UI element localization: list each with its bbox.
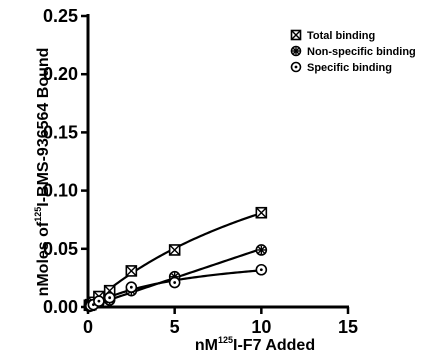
data-point	[168, 244, 181, 256]
data-point	[255, 244, 268, 256]
marker-dot	[97, 299, 101, 303]
marker-cross	[291, 30, 301, 40]
marker-dot	[173, 281, 177, 284]
data-point	[125, 265, 138, 277]
legend-marker	[290, 45, 302, 57]
data-point	[93, 295, 105, 307]
marker-dot	[108, 296, 112, 300]
y-tick-label: 0.10	[43, 181, 78, 201]
y-tick-label: 0.15	[43, 122, 78, 142]
marker-dot	[129, 285, 133, 289]
x-axis-title-suffix: I-F7 Added	[233, 337, 315, 354]
data-point	[255, 206, 268, 219]
marker-spoke	[292, 47, 300, 55]
x-axis-title: nM125I-F7 Added	[195, 335, 315, 354]
marker-cross	[125, 265, 137, 277]
legend-marker	[290, 29, 302, 41]
y-axis-title: nMoles of125I-BMS-936564 Bound	[33, 48, 52, 297]
x-axis-title-prefix: nM	[195, 337, 218, 354]
y-tick-label: 0.25	[43, 6, 78, 26]
y-tick-label: 0.00	[43, 297, 78, 317]
data-point	[103, 291, 116, 304]
data-point	[255, 263, 268, 276]
marker-cross	[255, 207, 267, 219]
legend-marker	[290, 61, 302, 73]
marker-cross	[169, 244, 181, 256]
marker-spoke	[257, 246, 265, 254]
y-axis-title-prefix: nMoles of	[35, 221, 52, 296]
axes: 0.00 0.05 0.10 0.15 0.20 0.25 0 5 10 15	[43, 6, 358, 337]
data-markers	[83, 206, 268, 313]
legend-label: Non-specific binding	[307, 46, 416, 58]
x-tick-label: 5	[170, 317, 180, 337]
y-tick-label: 0.20	[43, 64, 78, 84]
y-axis-title-superscript: 125	[33, 207, 43, 222]
legend-label: Specific binding	[307, 62, 392, 74]
x-axis-title-superscript: 125	[218, 335, 233, 345]
x-tick-label: 0	[83, 317, 93, 337]
legend-label: Total binding	[307, 30, 375, 42]
y-axis-title-suffix: I-BMS-936564 Bound	[35, 48, 52, 207]
y-tick-label: 0.05	[43, 239, 78, 259]
data-point	[125, 281, 138, 294]
legend: Total binding Non-specific binding Specifi…	[290, 29, 416, 74]
data-point	[168, 276, 181, 289]
marker-dot	[259, 268, 263, 272]
marker-dot	[294, 65, 298, 69]
x-tick-label: 15	[338, 317, 358, 337]
x-tick-label: 10	[251, 317, 271, 337]
